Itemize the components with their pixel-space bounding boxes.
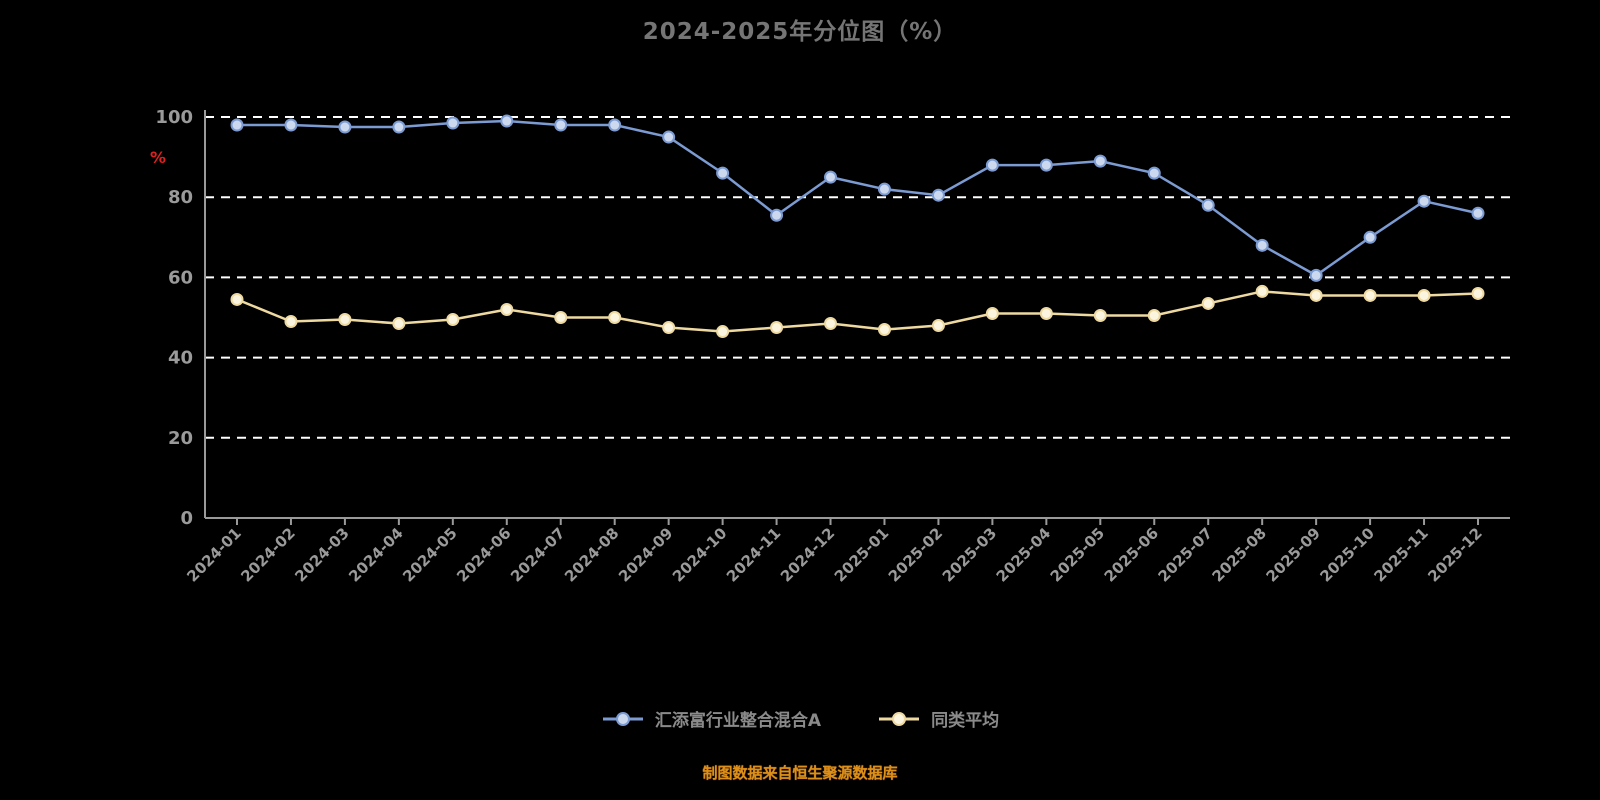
x-axis-label: 2025-01	[831, 524, 892, 585]
series-marker-0	[1093, 154, 1107, 168]
series-marker-0	[1201, 198, 1215, 212]
series-marker-1	[446, 313, 460, 327]
x-axis-label: 2024-10	[669, 524, 730, 585]
series-marker-0	[824, 170, 838, 184]
x-axis-label: 2024-07	[507, 524, 568, 585]
series-marker-0	[877, 182, 891, 196]
x-axis-label: 2025-02	[885, 524, 946, 585]
series-marker-1	[1471, 286, 1485, 300]
series-marker-0	[1363, 230, 1377, 244]
series-marker-1	[931, 319, 945, 333]
legend-item-fund[interactable]: 汇添富行业整合混合A	[601, 706, 821, 731]
y-axis-label: 40	[168, 348, 193, 369]
series-line-0	[235, 119, 1480, 277]
x-axis-label: 2025-11	[1370, 524, 1431, 585]
y-axis-label: 80	[168, 187, 193, 208]
series-marker-0	[608, 118, 622, 132]
x-axis-label: 2025-09	[1263, 524, 1324, 585]
series-marker-1	[1363, 288, 1377, 302]
series-marker-0	[770, 208, 784, 222]
data-source-note: 制图数据来自恒生聚源数据库	[702, 764, 898, 782]
x-axis-label: 2025-06	[1101, 524, 1162, 585]
series-marker-1	[985, 306, 999, 320]
series-marker-1	[284, 315, 298, 329]
series-marker-1	[1309, 288, 1323, 302]
x-axis-label: 2025-07	[1155, 524, 1216, 585]
x-axis-label: 2024-01	[183, 524, 244, 585]
x-axis-label: 2024-04	[345, 524, 406, 585]
y-axis-label: 0	[180, 508, 193, 529]
series-marker-0	[931, 188, 945, 202]
legend-item-average[interactable]: 同类平均	[877, 706, 999, 731]
x-axis-label: 2024-05	[399, 524, 460, 585]
series-marker-1	[716, 325, 730, 339]
series-marker-0	[500, 114, 514, 128]
series-marker-1	[877, 323, 891, 337]
x-axis-label: 2024-06	[453, 524, 514, 585]
chart-title: 2024-2025年分位图（%）	[642, 19, 958, 45]
series-marker-1	[1147, 308, 1161, 322]
x-axis-label: 2024-09	[615, 524, 676, 585]
series-line-1	[235, 290, 1480, 333]
series-marker-1	[554, 311, 568, 324]
y-axis-label: 20	[168, 428, 193, 449]
series-marker-1	[824, 317, 838, 331]
chart-legend: 汇添富行业整合混合A 同类平均	[0, 706, 1600, 731]
series-marker-0	[1039, 158, 1053, 172]
legend-label-average: 同类平均	[931, 711, 1000, 731]
series-marker-0	[1417, 194, 1431, 208]
series-marker-0	[1309, 268, 1323, 282]
x-axis-label: 2024-02	[237, 524, 298, 585]
series-marker-1	[770, 321, 784, 335]
series-marker-0	[284, 118, 298, 132]
series-marker-0	[230, 118, 244, 132]
series-marker-1	[392, 317, 406, 331]
series-marker-1	[1093, 308, 1107, 322]
series-marker-0	[1255, 238, 1269, 252]
series-marker-1	[662, 321, 676, 335]
series-marker-0	[338, 120, 352, 134]
x-axis-label: 2025-08	[1209, 524, 1270, 585]
x-axis-label: 2024-12	[777, 524, 838, 585]
series-marker-1	[1417, 288, 1431, 302]
x-axis-label: 2025-03	[939, 524, 1000, 585]
series-marker-0	[985, 158, 999, 172]
series-marker-0	[554, 118, 568, 132]
legend-marker-average-icon	[879, 711, 920, 726]
series-marker-0	[1147, 166, 1161, 180]
x-axis-label: 2025-05	[1047, 524, 1108, 585]
series-marker-1	[500, 302, 514, 316]
x-axis-label: 2025-12	[1424, 524, 1485, 585]
x-axis-label: 2025-10	[1316, 524, 1377, 585]
series-marker-0	[662, 130, 676, 144]
x-axis-label: 2024-08	[561, 524, 622, 585]
y-axis-label: 100	[155, 107, 193, 128]
y-axis-unit-label: %	[150, 148, 166, 167]
series-marker-1	[1255, 284, 1269, 298]
series-marker-0	[392, 120, 406, 134]
y-axis-label: 60	[168, 267, 193, 288]
x-axis-label: 2025-04	[993, 524, 1054, 585]
series-marker-1	[608, 311, 622, 324]
legend-label-fund: 汇添富行业整合混合A	[654, 711, 822, 731]
x-axis-label: 2024-03	[291, 524, 352, 585]
series-marker-1	[338, 313, 352, 327]
series-marker-1	[230, 292, 244, 306]
series-marker-0	[446, 116, 460, 130]
legend-marker-fund-icon	[602, 711, 643, 726]
series-marker-0	[716, 166, 730, 180]
series-marker-0	[1471, 206, 1485, 220]
series-marker-1	[1201, 296, 1215, 310]
x-axis-label: 2024-11	[723, 524, 784, 585]
series-marker-1	[1039, 306, 1053, 320]
